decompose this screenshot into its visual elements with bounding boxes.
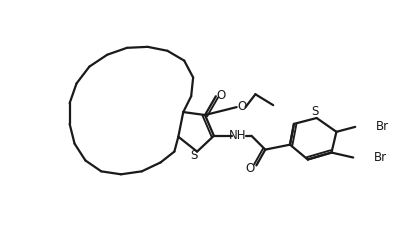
Text: O: O — [216, 89, 225, 102]
Text: O: O — [236, 100, 245, 113]
Text: O: O — [245, 162, 254, 175]
Text: Br: Br — [375, 120, 388, 133]
Text: Br: Br — [373, 151, 386, 164]
Text: NH: NH — [228, 129, 246, 142]
Text: S: S — [310, 105, 318, 117]
Text: S: S — [190, 149, 197, 162]
